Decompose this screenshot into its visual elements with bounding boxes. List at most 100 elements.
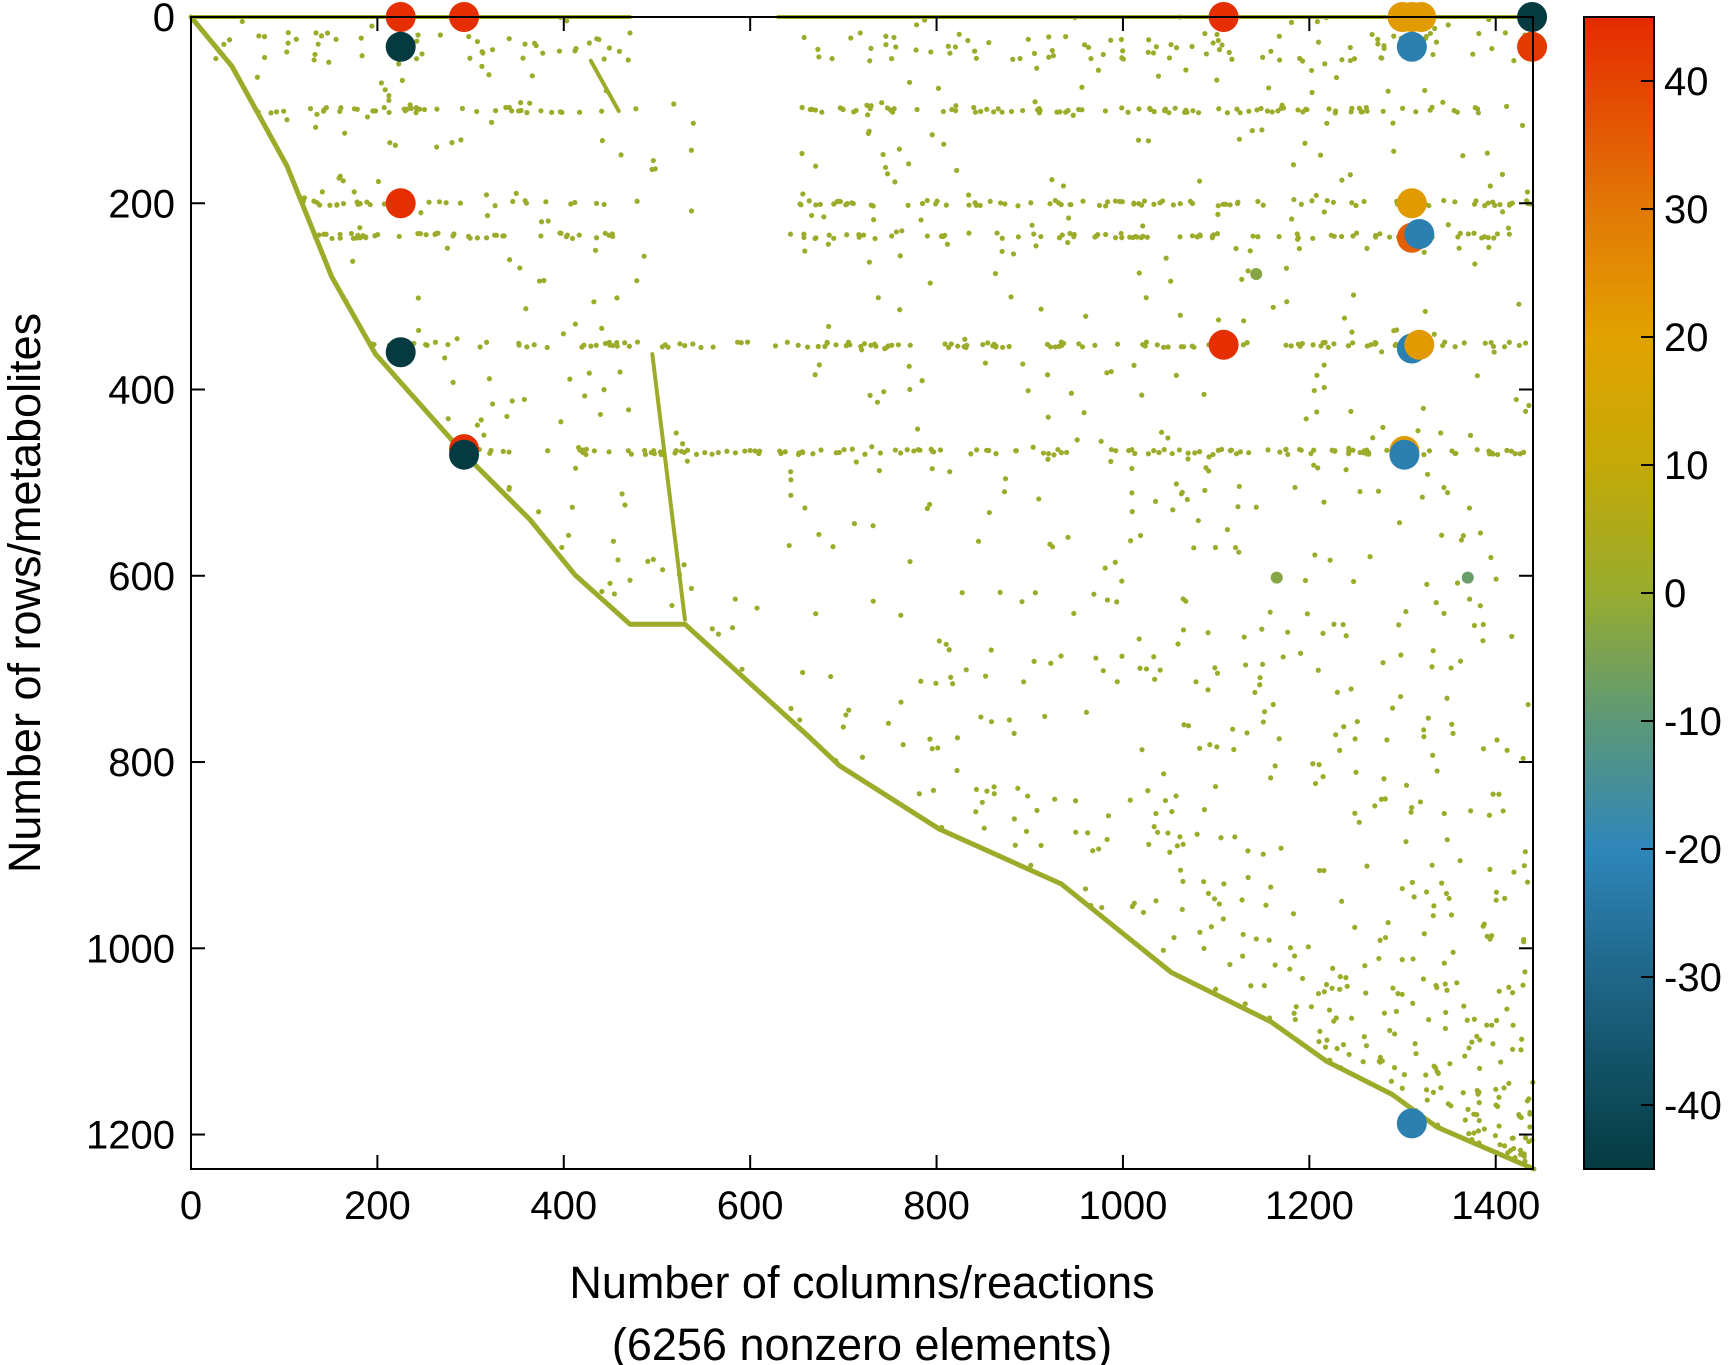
sparse-marker	[1333, 74, 1340, 81]
sparse-marker	[1334, 689, 1340, 695]
sparse-marker	[971, 104, 977, 111]
sparse-marker	[1450, 730, 1456, 736]
sparse-marker	[1421, 931, 1427, 937]
sparse-marker	[1095, 232, 1101, 238]
sparse-marker	[1516, 342, 1522, 349]
sparse-marker	[1151, 824, 1157, 830]
sparse-marker	[1466, 1130, 1472, 1137]
sparse-marker	[1519, 1036, 1525, 1042]
sparse-marker	[520, 55, 526, 61]
sparse-marker	[1356, 819, 1362, 825]
sparse-marker	[955, 343, 961, 349]
sparse-marker	[1311, 387, 1317, 394]
sparse-marker	[816, 362, 822, 368]
sparse-marker	[1518, 1047, 1524, 1053]
sparse-marker	[665, 344, 671, 350]
sparse-marker	[1380, 108, 1386, 114]
sparse-marker	[293, 36, 299, 42]
sparse-marker	[1310, 342, 1316, 348]
sparse-marker	[924, 197, 930, 204]
sparse-marker	[1058, 450, 1065, 456]
sparse-marker	[963, 667, 969, 673]
sparse-marker	[1265, 447, 1271, 453]
sparse-marker	[614, 343, 620, 349]
sparse-marker	[956, 31, 962, 37]
sparse-marker	[739, 666, 745, 672]
sparse-marker	[324, 30, 331, 36]
sparse-marker	[572, 465, 579, 471]
sparse-marker	[386, 97, 392, 103]
sparse-marker	[882, 164, 889, 171]
sparse-marker	[729, 625, 736, 631]
sparse-marker	[1517, 1151, 1524, 1158]
sparse-marker	[1291, 1010, 1297, 1016]
sparse-marker	[1083, 709, 1090, 715]
sparse-marker	[596, 36, 602, 43]
sparse-marker	[1073, 829, 1079, 835]
sparse-marker	[1487, 183, 1493, 189]
sparse-marker	[323, 231, 329, 237]
sparse-marker	[1332, 448, 1338, 454]
sparse-marker	[319, 189, 325, 195]
sparse-marker	[1480, 638, 1486, 644]
sparse-marker	[1072, 798, 1079, 804]
sparse-marker	[1302, 140, 1308, 146]
sparse-marker	[952, 44, 959, 50]
sparse-marker	[1224, 110, 1231, 116]
sparse-marker	[1176, 447, 1183, 453]
sparse-marker	[1178, 344, 1184, 350]
sparse-marker	[918, 678, 924, 684]
colorbar-tick-label: -40	[1664, 1084, 1722, 1128]
sparse-marker	[351, 106, 358, 112]
sparse-marker	[434, 106, 440, 112]
sparse-marker	[1343, 975, 1349, 981]
sparse-marker	[1254, 107, 1260, 113]
sparse-marker	[1476, 1117, 1482, 1124]
sparse-marker	[1412, 1041, 1418, 1047]
sparse-marker	[828, 673, 834, 680]
sparse-marker	[579, 344, 585, 350]
sparse-marker	[413, 110, 419, 116]
sparse-marker	[1493, 889, 1500, 895]
sparse-marker	[1221, 881, 1227, 887]
sparse-marker	[1081, 42, 1088, 48]
sparse-marker	[1173, 481, 1179, 487]
sparse-marker	[671, 101, 677, 107]
sparse-marker	[1522, 849, 1528, 855]
sparse-marker	[1174, 843, 1180, 849]
sparse-marker	[999, 248, 1005, 255]
sparse-marker	[1076, 341, 1082, 347]
sparse-marker	[1353, 202, 1359, 209]
sparse-marker	[572, 199, 578, 206]
sparse-marker	[1352, 736, 1358, 742]
sparse-marker	[340, 200, 347, 207]
sparse-marker	[1049, 47, 1055, 54]
sparse-marker	[1302, 577, 1308, 584]
sparse-marker	[1119, 105, 1125, 111]
sparse-marker	[1365, 449, 1372, 456]
sparse-marker	[1210, 451, 1216, 458]
sparse-marker	[226, 37, 233, 43]
sparse-marker	[1494, 231, 1501, 237]
sparse-marker	[1472, 261, 1478, 267]
sparse-marker	[1025, 36, 1031, 42]
sparse-marker	[862, 451, 868, 457]
sparse-marker	[1510, 1022, 1516, 1028]
sparse-marker	[307, 106, 314, 112]
colorbar-tick-label: 30	[1664, 188, 1709, 232]
sparse-marker	[1490, 1041, 1496, 1047]
sparse-marker	[1038, 306, 1044, 312]
sparse-marker	[1325, 344, 1331, 350]
sparse-marker	[993, 343, 999, 349]
sparse-marker	[943, 202, 949, 208]
sparse-marker	[479, 63, 485, 69]
sparse-marker	[1526, 402, 1532, 409]
sparse-marker	[1250, 233, 1256, 239]
sparse-marker	[477, 344, 483, 350]
sparse-marker	[1448, 912, 1455, 918]
sparse-marker	[1119, 578, 1125, 584]
sparse-marker	[1304, 611, 1310, 617]
colorbar-tick-label: -10	[1664, 700, 1722, 744]
sparse-marker	[905, 202, 911, 208]
sparse-marker	[625, 448, 631, 454]
